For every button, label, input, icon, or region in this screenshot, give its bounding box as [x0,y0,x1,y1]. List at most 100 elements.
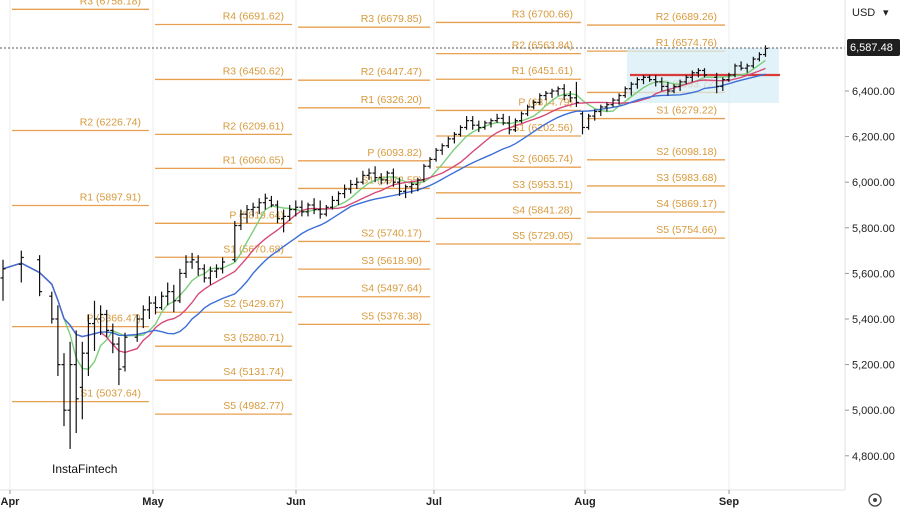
ohlc-bar [592,109,598,121]
ohlc-bar [342,184,348,199]
ohlc-bar [384,170,390,185]
ohlc-bar [634,77,640,89]
ohlc-bar [238,209,244,231]
ohlc-bar [287,205,293,221]
ohlc-bar [659,77,665,91]
pivot-label: P (5366.47) [86,313,141,325]
ohlc-bar [537,93,543,105]
ohlc-bar [262,193,268,210]
pivot-label: R1 (6574.76) [656,37,717,49]
ohlc-bar [598,104,604,117]
pivot-label: S3 (5280.71) [223,332,284,344]
ohlc-bar [299,200,305,217]
ma-fast [2,59,766,370]
ohlc-bar [329,195,335,210]
ohlc-bar [195,255,201,276]
last-price-label: 6,587.48 [850,42,893,54]
ohlc-bar [665,81,671,96]
x-tick-label: Aug [574,496,595,508]
ohlc-bar [250,202,256,217]
pivot-label: S3 (5983.68) [656,172,717,184]
ohlc-bar [506,116,512,135]
ohlc-bar [702,68,707,78]
ohlc-bar [378,173,384,185]
ohlc-bar [573,81,579,107]
ohlc-bar [445,136,451,148]
pivot-label: S5 (5754.66) [656,224,717,236]
ohlc-bar [244,205,250,224]
y-tick-label: 6,400.00 [852,86,895,98]
ohlc-bar [671,84,677,94]
pivot-label: S5 (5729.05) [512,230,573,242]
ohlc-bar [622,86,628,98]
ohlc-bar [567,91,573,103]
x-tick-label: Sep [719,496,739,508]
ohlc-bar [397,177,402,196]
ohlc-bar [695,68,701,78]
ohlc-bar [104,309,110,338]
pivot-label: S2 (5429.67) [223,298,284,310]
ohlc-bar [439,143,445,155]
ohlc-bar [268,195,274,208]
ohlc-bar [464,116,470,130]
currency-dropdown-icon[interactable]: ▾ [883,7,889,19]
settings-icon[interactable] [868,493,882,507]
ohlc-bar [183,255,189,278]
ohlc-bar [738,61,744,71]
ohlc-bar [610,97,616,107]
ohlc-bar [18,250,24,283]
ohlc-bar [543,91,549,101]
last-price-tag [847,39,900,56]
ohlc-bar [677,79,683,91]
ohlc-bar [415,177,421,192]
pivot-label: P (5819.64) [229,209,284,221]
ohlc-bar [689,70,695,82]
x-tick-label: Apr [1,496,21,508]
ma-medium [2,67,766,354]
ohlc-bar [403,184,409,199]
ohlc-bar [281,209,287,233]
ohlc-bar [451,132,457,144]
ohlc-bar [293,200,299,217]
ohlc-bar [92,300,97,351]
ohlc-bar [549,88,555,98]
currency-label[interactable]: USD [852,7,875,19]
pivot-label: R4 (6691.62) [223,11,284,23]
pivot-label: S1 (5037.64) [80,388,141,400]
ohlc-bar [647,75,653,82]
ohlc-bar [348,179,354,194]
ohlc-bar [482,120,488,130]
ma-slow [2,73,766,338]
pivot-label: R1 (6451.61) [512,65,573,77]
price-axis: 6,400.00 6,200.00 6,000.00 5,800.00 5,600.00… [845,86,895,463]
ohlc-bar [165,282,171,306]
pivot-label: R3 (6679.85) [361,13,422,25]
ohlc-bar [409,182,415,194]
ohlc-bar [512,118,518,133]
pivot-label: S4 (5869.17) [656,198,717,210]
ohlc-bar [744,63,750,73]
ohlc-bar [683,75,689,85]
ohlc-bar [98,305,104,335]
pivot-label: S1 (6279.22) [656,105,717,117]
ohlc-bar [421,163,427,183]
y-tick-label: 5,200.00 [852,360,895,372]
ohlc-bar [85,314,91,376]
pivot-label: S1 (6202.56) [512,122,573,134]
ohlc-bar [67,341,73,449]
ohlc-bar [220,257,226,274]
x-tick-label: Jun [286,496,306,508]
ohlc-bar [586,113,592,130]
ohlc-bar [519,111,524,123]
pivot-label: R2 (6226.74) [80,117,141,129]
ohlc-bar [580,111,585,135]
pivot-label: R2 (6563.84) [512,40,573,52]
ohlc-bar [305,202,311,217]
ohlc-bar [366,168,372,180]
ohlc-bar [494,113,500,123]
ohlc-bar [433,148,439,162]
pivot-label: P (6314.79) [518,96,573,108]
ohlc-bar [61,353,67,427]
pivot-label: R1 (6326.20) [361,94,422,106]
